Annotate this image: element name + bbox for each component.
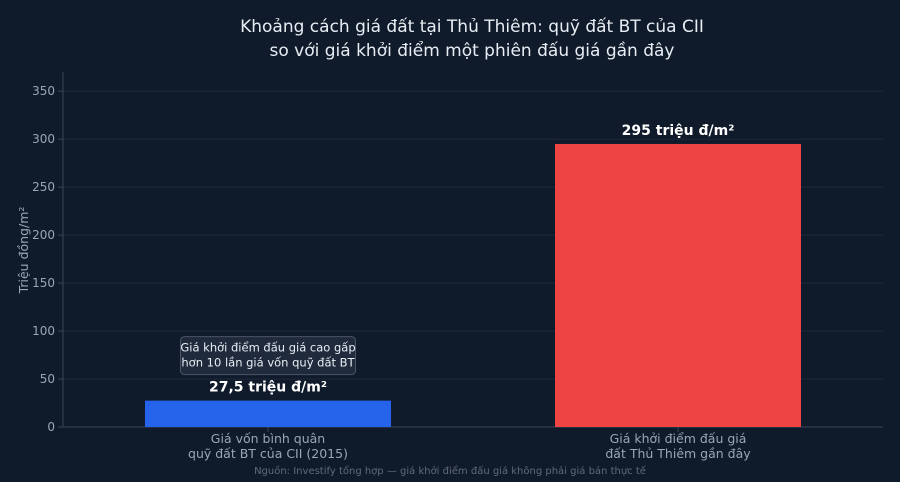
y-tick-label: 0 xyxy=(47,420,55,434)
data-label-2: 295 triệu đ/m² xyxy=(622,123,735,139)
bar-1 xyxy=(145,400,391,427)
y-axis-label: Triệu đồng/m² xyxy=(16,207,31,295)
y-tick-label: 150 xyxy=(32,276,55,290)
y-tick-label: 350 xyxy=(32,84,55,98)
data-label-1: 27,5 triệu đ/m² xyxy=(209,380,327,396)
y-tick-label: 200 xyxy=(32,228,55,242)
annotation-text: hơn 10 lần giá vốn quỹ đất BT xyxy=(181,356,355,370)
x-tick-label: Giá khởi điểm đấu giá xyxy=(610,431,747,446)
chart-title-line-1: Khoảng cách giá đất tại Thủ Thiêm: quỹ đ… xyxy=(240,16,704,37)
plot-area: 0 50 100 150 200 250 300 350 Giá vốn bình quânqu… xyxy=(32,72,883,461)
x-tick-label: đất Thủ Thiêm gần đây xyxy=(605,446,751,461)
chart-title-line-2: so với giá khởi điểm một phiên đấu giá g… xyxy=(269,40,674,61)
source-note: Nguồn: Investify tổng hợp — giá khởi điể… xyxy=(254,464,647,477)
x-tick-label: quỹ đất BT của CII (2015) xyxy=(188,446,348,461)
x-tick-label: Giá vốn bình quân xyxy=(211,431,325,446)
y-tick-label: 250 xyxy=(32,180,55,194)
y-tick-label: 300 xyxy=(32,132,55,146)
bar-2 xyxy=(555,143,801,427)
y-tick-label: 100 xyxy=(32,324,55,338)
y-tick-label: 50 xyxy=(40,372,55,386)
annotation-text: Giá khởi điểm đấu giá cao gấp xyxy=(180,341,355,355)
annotation-box xyxy=(180,336,356,376)
